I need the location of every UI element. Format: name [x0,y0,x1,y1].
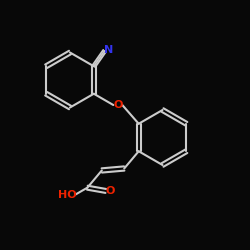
Text: N: N [104,45,113,55]
Text: O: O [106,186,115,196]
Text: O: O [113,100,122,110]
Text: HO: HO [58,190,77,200]
